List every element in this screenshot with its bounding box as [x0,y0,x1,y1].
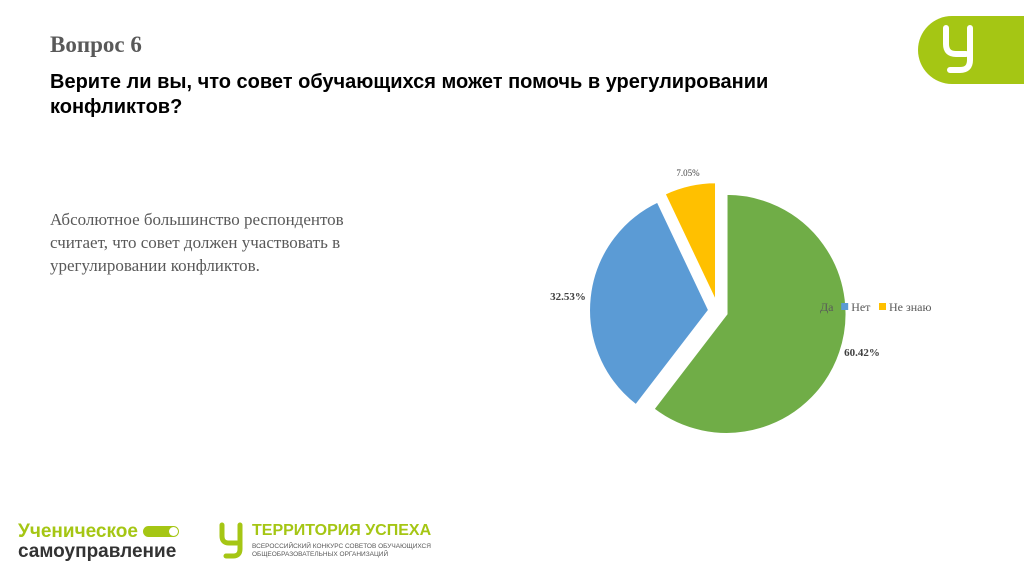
legend-label-3: Не знаю [889,300,931,314]
data-label-3: 7.05% [676,168,700,178]
chart-legend: Да Нет Не знаю [810,300,931,314]
legend-label-1: Да [820,300,834,314]
data-label-1: 60.42% [844,347,880,359]
brand-badge [918,16,1024,84]
summary-text: Абсолютное большинство респондентов счит… [50,210,344,275]
slide-label: Вопрос 6 [50,32,142,57]
pie-slice-1 [652,192,848,435]
logo-first-line: Ученическое [18,521,138,542]
legend-swatch-2 [841,303,849,310]
logo-subtitle-line-2: ОБЩЕОБРАЗОВАТЕЛЬНЫХ ОРГАНИЗАЦИЙ [252,551,389,558]
toggle-icon [142,526,179,538]
pie-slice-3 [663,181,718,303]
student-government-logo: Ученическое самоуправление [18,522,179,562]
legend-swatch-1 [810,303,817,310]
question-title: Верите ли вы, что совет обучающихся може… [50,71,769,118]
data-label-2: 32.53% [550,291,586,303]
brand-u-logo-icon [943,25,973,73]
pie-slice-2 [588,200,711,407]
logo-second-line: самоуправление [18,541,177,562]
logo-subtitle-line-1: ВСЕРОССИЙСКИЙ КОНКУРС СОВЕТОВ ОБУЧАЮЩИХС… [252,543,431,550]
logo-title: ТЕРРИТОРИЯ УСПЕХА [252,522,432,539]
territory-u-icon [219,522,243,559]
legend-label-2: Нет [851,300,871,314]
legend-swatch-3 [879,303,886,310]
